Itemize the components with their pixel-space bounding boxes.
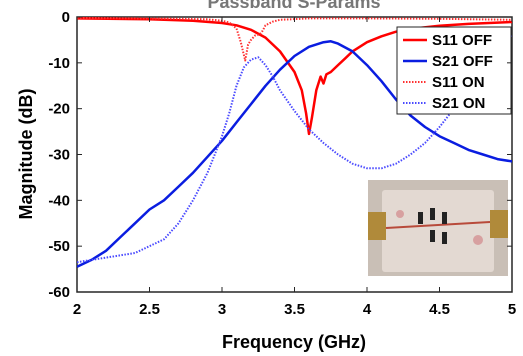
- photo-component: [430, 208, 435, 220]
- legend: S11 OFF S21 OFF S11 ON S21 ON: [396, 26, 512, 115]
- x-axis-label: Frequency (GHz): [222, 332, 366, 352]
- series-line-s21-off: [77, 40, 512, 268]
- legend-label: S11 OFF: [432, 32, 492, 49]
- y-tick-label: 0: [62, 9, 70, 26]
- x-tick-label: 3: [218, 301, 226, 318]
- photo-connector-left: [368, 212, 386, 240]
- series-line-s11-on: [77, 17, 512, 62]
- x-tick-label: 5: [508, 301, 516, 318]
- x-tick-label: 2: [73, 301, 81, 318]
- photo-pad: [473, 235, 483, 245]
- photo-component: [418, 212, 423, 224]
- y-tick-label: -60: [48, 284, 70, 301]
- y-tick-label: -40: [48, 192, 70, 209]
- x-tick-label: 4.5: [429, 301, 450, 318]
- photo-component: [442, 232, 447, 244]
- photo-pad: [396, 210, 404, 218]
- x-tick-label: 2.5: [139, 301, 160, 318]
- pcb-photo-inset: [368, 180, 508, 276]
- y-tick-label: -10: [48, 55, 70, 72]
- x-tick-label: 4: [363, 301, 372, 318]
- photo-board: [382, 190, 494, 272]
- y-tick-label: -50: [48, 238, 70, 255]
- photo-connector-right: [490, 210, 508, 238]
- y-axis: 0 -10 -20 -30 -40 -50 -60: [48, 9, 512, 301]
- x-tick-label: 3.5: [284, 301, 305, 318]
- y-tick-label: -30: [48, 147, 70, 164]
- photo-component: [442, 212, 447, 224]
- legend-label: S11 ON: [432, 74, 485, 91]
- legend-label: S21 OFF: [432, 53, 493, 70]
- x-axis: 2 2.5 3 3.5 4 4.5 5: [73, 17, 516, 318]
- series-layer: [77, 17, 512, 268]
- photo-trace: [385, 221, 491, 229]
- legend-label: S21 ON: [432, 95, 485, 112]
- photo-component: [430, 230, 435, 242]
- series-line-s21-on: [77, 34, 512, 264]
- legend-box: [396, 26, 512, 115]
- chart-title: Passband S-Params: [207, 0, 380, 12]
- series-line-s11-off: [77, 17, 512, 136]
- y-axis-label: Magnitude (dB): [16, 89, 36, 220]
- y-tick-label: -20: [48, 101, 70, 118]
